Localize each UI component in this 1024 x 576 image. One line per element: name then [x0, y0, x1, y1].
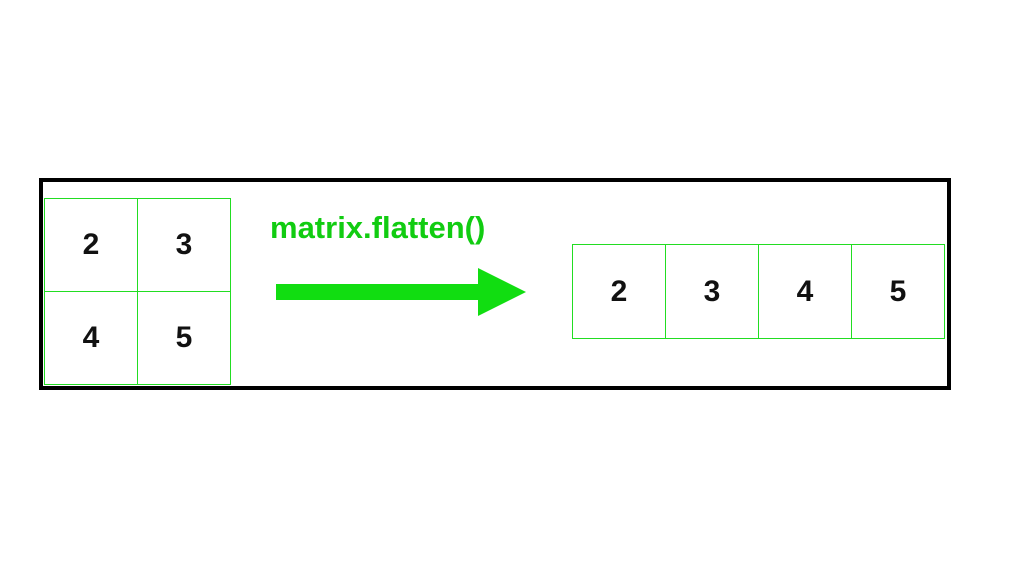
matrix-cell-r0-c1: 3: [137, 198, 231, 292]
matrix-cell-r1-c1: 5: [137, 291, 231, 385]
flat-cell-2: 4: [758, 244, 852, 339]
operation-label: matrix.flatten(): [270, 210, 486, 245]
flat-cell-1: 3: [665, 244, 759, 339]
right-arrow-icon: [276, 268, 526, 316]
flattened-array: 2 3 4 5: [572, 244, 946, 339]
flat-cell-3: 5: [851, 244, 945, 339]
flat-cell-0: 2: [572, 244, 666, 339]
input-matrix: 2 3 4 5: [44, 198, 231, 386]
matrix-cell-r0-c0: 2: [44, 198, 138, 292]
matrix-cell-r1-c0: 4: [44, 291, 138, 385]
